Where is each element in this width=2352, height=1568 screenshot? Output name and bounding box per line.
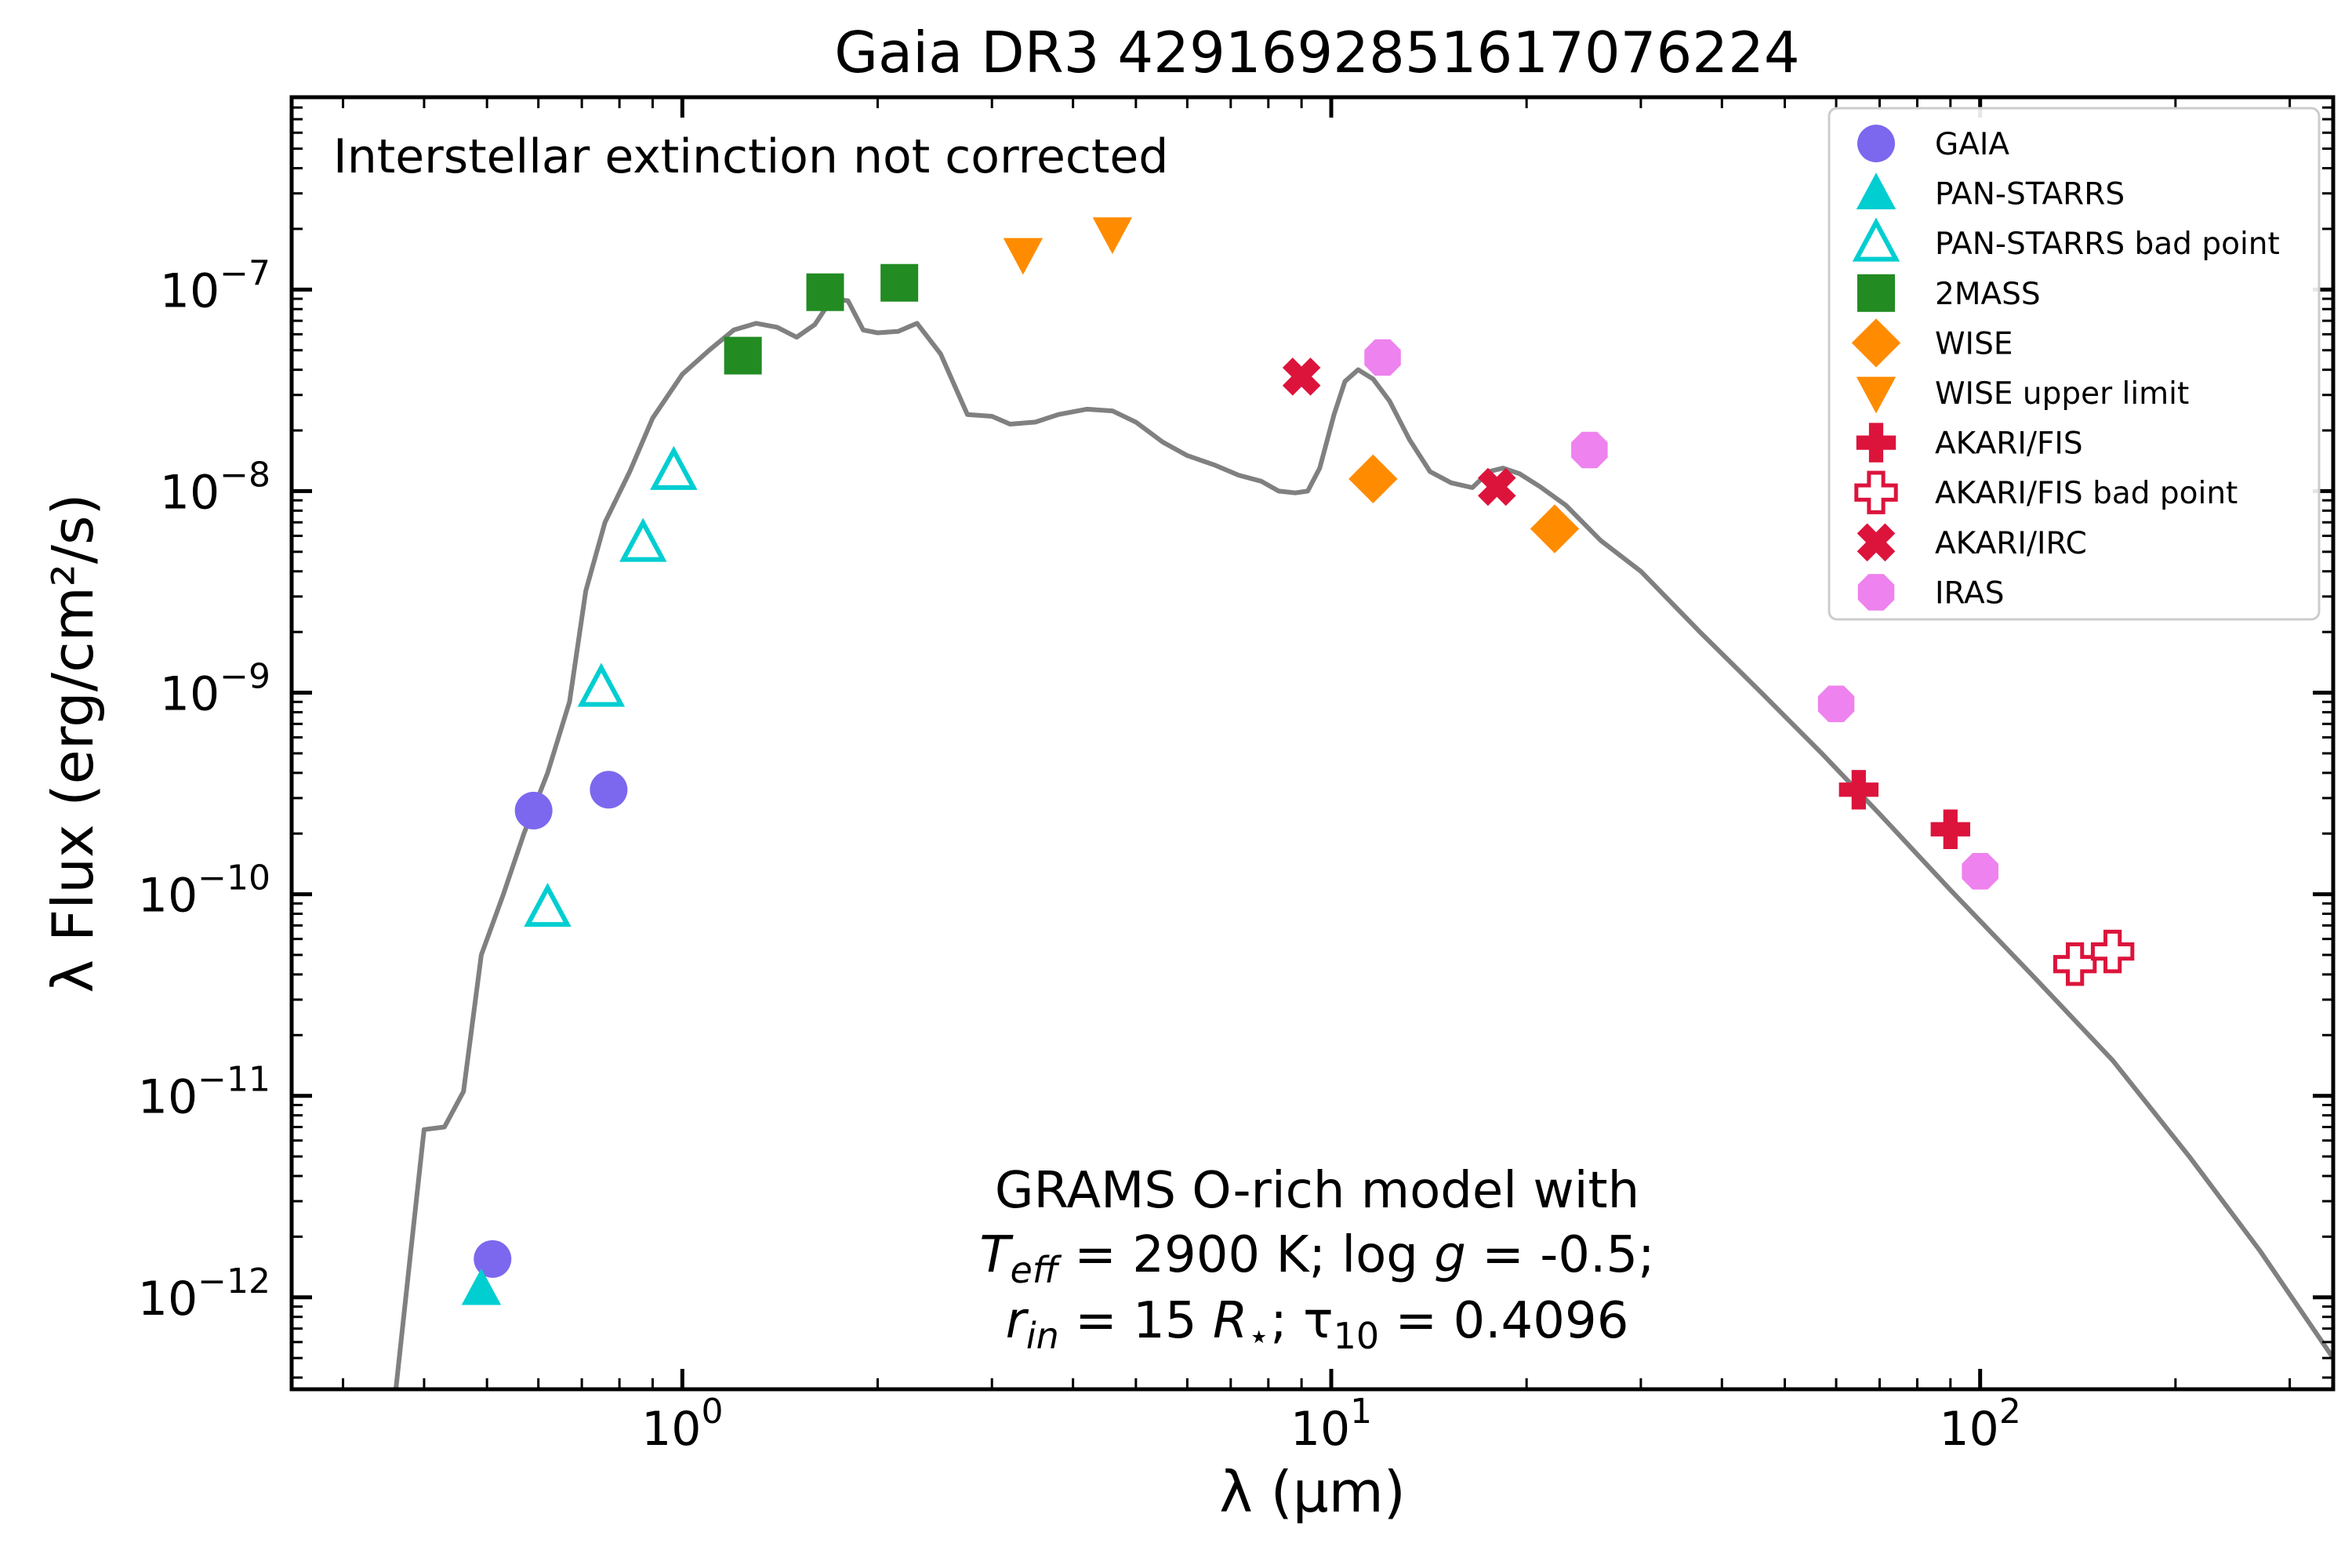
x-tick-label: 100 xyxy=(641,1392,723,1457)
legend-item-gaia: GAIA xyxy=(1857,125,2009,162)
legend-marker-2mass xyxy=(1857,274,1895,312)
model-description: GRAMS O-rich model with Teff = 2900 K; l… xyxy=(979,1162,1654,1357)
legend-marker-akari-irc xyxy=(1857,523,1896,562)
legend-marker-pan-starrs-bad-point xyxy=(1852,217,1900,262)
wise-upper-limit-point xyxy=(1092,217,1133,255)
pan-starrs-bad-point-point xyxy=(619,517,667,562)
model-sed-curve xyxy=(393,296,2333,1389)
2mass-point xyxy=(880,263,919,302)
y-tick-label: 10−12 xyxy=(138,1261,270,1327)
legend-marker-pan-starrs xyxy=(1856,172,1896,209)
legend-item-wise: WISE xyxy=(1851,318,2013,368)
legend-item-akari-irc: AKARI/IRC xyxy=(1857,523,2087,562)
legend-item-pan-starrs: PAN-STARRS xyxy=(1856,172,2125,212)
pan-starrs-bad-point-point xyxy=(577,662,626,707)
iras-point xyxy=(1364,339,1401,376)
legend-item-wise-upper-limit: WISE upper limit xyxy=(1856,376,2189,414)
legend-marker-wise xyxy=(1851,318,1901,368)
legend-label: PAN-STARRS xyxy=(1935,177,2125,212)
model-text-line2: Teff = 2900 K; log g = -0.5; xyxy=(979,1226,1654,1291)
y-tick-label: 10−10 xyxy=(138,858,270,924)
legend-box xyxy=(1828,107,2321,621)
x-axis-label: λ (μm) xyxy=(1219,1459,1406,1525)
legend-label: IRAS xyxy=(1935,575,2004,611)
legend-marker-wise-upper-limit xyxy=(1856,376,1896,414)
legend-label: 2MASS xyxy=(1935,277,2041,312)
legend-marker-iras xyxy=(1857,574,1895,611)
legend-label: WISE upper limit xyxy=(1935,376,2189,412)
y-axis-label: λ Flux (erg/cm²/s) xyxy=(40,493,106,993)
legend-item-2mass: 2MASS xyxy=(1857,274,2041,312)
gaia-point xyxy=(514,791,553,829)
plot-frame xyxy=(289,95,2336,1392)
chart-title: Gaia DR3 4291692851617076224 xyxy=(834,20,1799,85)
x-tick-label: 102 xyxy=(1940,1392,2021,1457)
pan-starrs-point xyxy=(461,1268,502,1305)
legend-item-iras: IRAS xyxy=(1857,574,2004,611)
legend-label: WISE xyxy=(1935,326,2013,361)
model-curve-layer xyxy=(393,296,2333,1389)
data-points-layer xyxy=(461,217,2135,1305)
wise-point xyxy=(1348,454,1398,504)
gaia-point xyxy=(474,1240,512,1278)
legend-item-akari-fis: AKARI/FIS xyxy=(1856,423,2083,463)
iras-point xyxy=(1962,853,1998,890)
legend-label: GAIA xyxy=(1935,127,2009,162)
y-tick-label: 10−9 xyxy=(160,657,270,722)
legend-marker-akari-fis-bad-point xyxy=(1854,470,1898,514)
pan-starrs-bad-point-point xyxy=(524,883,572,927)
model-text-line1: GRAMS O-rich model with xyxy=(995,1162,1639,1220)
legend-label: AKARI/FIS bad point xyxy=(1935,476,2238,511)
akari-irc-point xyxy=(1282,358,1321,396)
wise-upper-limit-point xyxy=(1003,238,1044,275)
y-tick-label: 10−8 xyxy=(160,455,270,520)
legend: GAIA PAN-STARRS PAN-STARRS bad point 2MASS W… xyxy=(1828,107,2321,621)
y-tick-label: 10−7 xyxy=(160,253,270,318)
y-tick-label: 10−11 xyxy=(138,1060,270,1125)
akari-fis-bad-point-point xyxy=(2090,929,2135,974)
extinction-annotation: Interstellar extinction not corrected xyxy=(333,129,1168,184)
2mass-point xyxy=(724,336,762,375)
pan-starrs-bad-point-point xyxy=(650,445,698,490)
legend-marker-gaia xyxy=(1857,125,1895,162)
x-tick-label: 101 xyxy=(1290,1392,1372,1457)
legend-label: AKARI/FIS xyxy=(1935,426,2083,462)
wise-point xyxy=(1530,504,1580,554)
akari-irc-point xyxy=(1478,467,1516,506)
akari-fis-point xyxy=(1838,770,1879,810)
legend-label: AKARI/IRC xyxy=(1935,526,2087,561)
akari-fis-bad-point-point xyxy=(2053,942,2097,986)
model-text-line3: rin = 15 R⋆; τ10 = 0.4096 xyxy=(1006,1292,1629,1357)
akari-fis-point xyxy=(1930,809,1971,849)
iras-point xyxy=(1571,431,1608,469)
legend-label: PAN-STARRS bad point xyxy=(1935,227,2280,262)
axis-ticks: 100 101 102 10−12 10−11 10−10 10−9 10−8 10−7 xyxy=(138,96,2333,1457)
legend-marker-akari-fis xyxy=(1856,423,1896,463)
iras-point xyxy=(1817,685,1855,723)
2mass-point xyxy=(806,273,844,311)
legend-item-akari-fis-bad-point: AKARI/FIS bad point xyxy=(1854,470,2238,514)
legend-item-pan-starrs-bad-point: PAN-STARRS bad point xyxy=(1852,217,2280,262)
gaia-point xyxy=(590,771,628,809)
